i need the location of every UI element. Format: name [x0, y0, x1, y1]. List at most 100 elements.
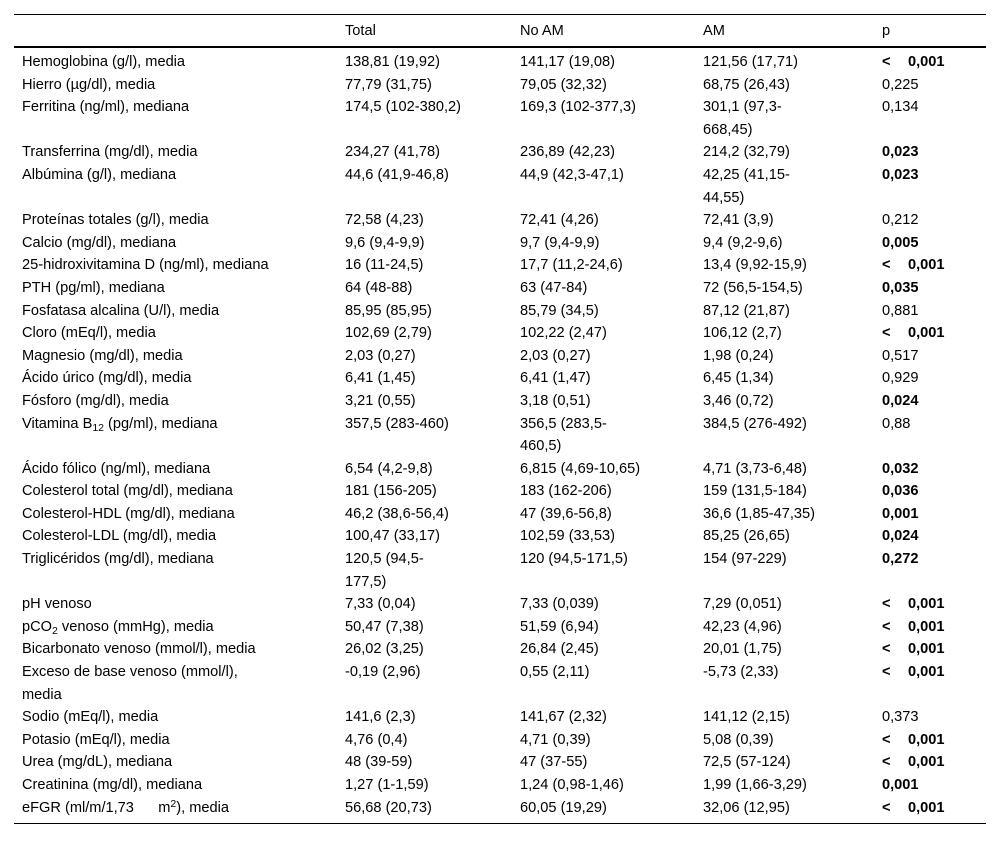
table-row: Ferritina (ng/ml), mediana 174,5 (102-380… [14, 96, 986, 141]
cell-p-value: 0,023 [882, 141, 986, 164]
cell-total: 100,47 (33,17) [345, 528, 440, 545]
cell-p-value: 0,88 [882, 413, 986, 458]
table-row: pH venoso 7,33 (0,04) 7,33 (0,039) 7,29 (0,… [14, 593, 986, 616]
cell-am: 121,56 (17,71) [703, 54, 798, 70]
cell-am: 42,23 (4,96) [703, 618, 782, 635]
cell-total: 46,2 (38,6-56,4) [345, 505, 449, 522]
cell-am: 6,45 (1,34) [703, 370, 774, 387]
table-row: Cloro (mEq/l), media 102,69 (2,79) 102,22 … [14, 322, 986, 345]
cell-no-am: 2,03 (0,27) [520, 347, 591, 364]
cell-p-value: 0,024 [882, 525, 986, 548]
row-label: Exceso de base venoso (mmol/l), media [22, 664, 238, 703]
cell-p-value: 0,225 [882, 74, 986, 97]
row-label: Potasio (mEq/l), media [22, 731, 170, 748]
table-body: Hemoglobina (g/l), media 138,81 (19,92) 14… [14, 47, 986, 824]
cell-no-am: 17,7 (11,2-24,6) [520, 257, 623, 274]
row-label: Magnesio (mg/dl), media [22, 347, 183, 364]
p-value-text: 0,001 [908, 618, 945, 635]
cell-p-value: 0,881 [882, 300, 986, 323]
cell-no-am: 356,5 (283,5- 460,5) [520, 415, 607, 455]
less-than-sign: < [882, 664, 891, 681]
cell-p-value: <0,001 [882, 322, 986, 345]
p-value-text: 0,134 [882, 99, 919, 116]
p-value-text: 0,881 [882, 302, 919, 319]
table-row: Sodio (mEq/l), media 141,6 (2,3) 141,67 (2… [14, 706, 986, 729]
cell-am: 141,12 (2,15) [703, 709, 790, 726]
p-value-text: 0,023 [882, 144, 919, 161]
table-row: Ácido fólico (ng/ml), mediana 6,54 (4,2-9… [14, 458, 986, 481]
table-row: Hierro (µg/dl), media 77,79 (31,75) 79,05 … [14, 74, 986, 97]
row-label: Albúmina (g/l), mediana [22, 166, 177, 183]
less-than-sign: < [882, 325, 891, 342]
table-row: Bicarbonato venoso (mmol/l), media 26,02 … [14, 638, 986, 661]
cell-total: 3,21 (0,55) [345, 392, 416, 409]
row-label: pH venoso [22, 596, 92, 613]
cell-p-value: 0,032 [882, 458, 986, 481]
row-label: Colesterol-LDL (mg/dl), media [22, 528, 217, 545]
table-row: Triglicéridos (mg/dl), mediana 120,5 (94,… [14, 548, 986, 593]
p-value-text: 0,023 [882, 166, 919, 183]
cell-p-value: <0,001 [882, 751, 986, 774]
table-row: Colesterol total (mg/dl), mediana 181 (15… [14, 480, 986, 503]
column-header-p: p [882, 23, 891, 39]
cell-no-am: 3,18 (0,51) [520, 392, 591, 409]
cell-total: 1,27 (1-1,59) [345, 777, 429, 793]
cell-am: 154 (97-229) [703, 551, 787, 568]
p-value-text: 0,929 [882, 370, 919, 387]
table-row: PTH (pg/ml), mediana 64 (48-88) 63 (47-84)… [14, 277, 986, 300]
less-than-sign: < [882, 754, 891, 771]
cell-no-am: 63 (47-84) [520, 279, 588, 296]
cell-no-am: 236,89 (42,23) [520, 144, 615, 161]
cell-am: 32,06 (12,95) [703, 799, 790, 816]
cell-no-am: 141,67 (2,32) [520, 709, 607, 726]
cell-total: 50,47 (7,38) [345, 618, 424, 635]
cell-am: 20,01 (1,75) [703, 641, 782, 658]
p-value-text: 0,225 [882, 76, 919, 93]
p-value-text: 0,001 [908, 731, 945, 748]
cell-p-value: <0,001 [882, 616, 986, 639]
row-label: Fósforo (mg/dl), media [22, 392, 169, 409]
table-row: Ácido úrico (mg/dl), media 6,41 (1,45) 6,4… [14, 367, 986, 390]
cell-no-am: 141,17 (19,08) [520, 54, 615, 70]
p-value-text: 0,024 [882, 392, 919, 409]
cell-no-am: 4,71 (0,39) [520, 731, 591, 748]
cell-total: 102,69 (2,79) [345, 325, 432, 342]
cell-am: 13,4 (9,92-15,9) [703, 257, 807, 274]
table-row: Fosfatasa alcalina (U/l), media 85,95 (85… [14, 300, 986, 323]
row-label: Triglicéridos (mg/dl), mediana [22, 551, 214, 568]
table-row: Fósforo (mg/dl), media 3,21 (0,55) 3,18 (0… [14, 390, 986, 413]
cell-total: 174,5 (102-380,2) [345, 99, 462, 116]
row-label: Transferrina (mg/dl), media [22, 144, 198, 161]
cell-p-value: <0,001 [882, 661, 986, 706]
row-label: Proteínas totales (g/l), media [22, 212, 209, 229]
cell-no-am: 183 (162-206) [520, 483, 612, 500]
cell-p-value: 0,023 [882, 164, 986, 209]
row-label: PTH (pg/ml), mediana [22, 279, 165, 296]
row-label: eFGR (ml/m/1,73 m2), media [22, 797, 229, 816]
cell-am: 72,41 (3,9) [703, 212, 774, 229]
row-label: Hierro (µg/dl), media [22, 76, 156, 93]
cell-no-am: 9,7 (9,4-9,9) [520, 234, 600, 251]
row-label: Colesterol-HDL (mg/dl), mediana [22, 505, 235, 522]
table-row: Proteínas totales (g/l), media 72,58 (4,2… [14, 209, 986, 232]
cell-p-value: <0,001 [882, 797, 986, 824]
table-row: Albúmina (g/l), mediana 44,6 (41,9-46,8) 4… [14, 164, 986, 209]
p-value-text: 0,001 [908, 754, 945, 771]
cell-no-am: 102,59 (33,53) [520, 528, 615, 545]
cell-no-am: 7,33 (0,039) [520, 596, 599, 613]
cell-no-am: 6,815 (4,69-10,65) [520, 460, 641, 477]
table-row: Calcio (mg/dl), mediana 9,6 (9,4-9,9) 9,7 … [14, 232, 986, 255]
cell-no-am: 60,05 (19,29) [520, 799, 607, 816]
cell-total: 85,95 (85,95) [345, 302, 432, 319]
cell-am: 4,71 (3,73-6,48) [703, 460, 807, 477]
less-than-sign: < [882, 257, 891, 274]
cell-p-value: 0,001 [882, 774, 986, 797]
cell-total: 6,54 (4,2-9,8) [345, 460, 433, 477]
row-label: Hemoglobina (g/l), media [22, 54, 186, 70]
cell-am: 1,98 (0,24) [703, 347, 774, 364]
cell-p-value: 0,373 [882, 706, 986, 729]
cell-no-am: 47 (39,6-56,8) [520, 505, 612, 522]
cell-p-value: 0,272 [882, 548, 986, 593]
p-value-text: 0,032 [882, 460, 919, 477]
cell-p-value: 0,212 [882, 209, 986, 232]
